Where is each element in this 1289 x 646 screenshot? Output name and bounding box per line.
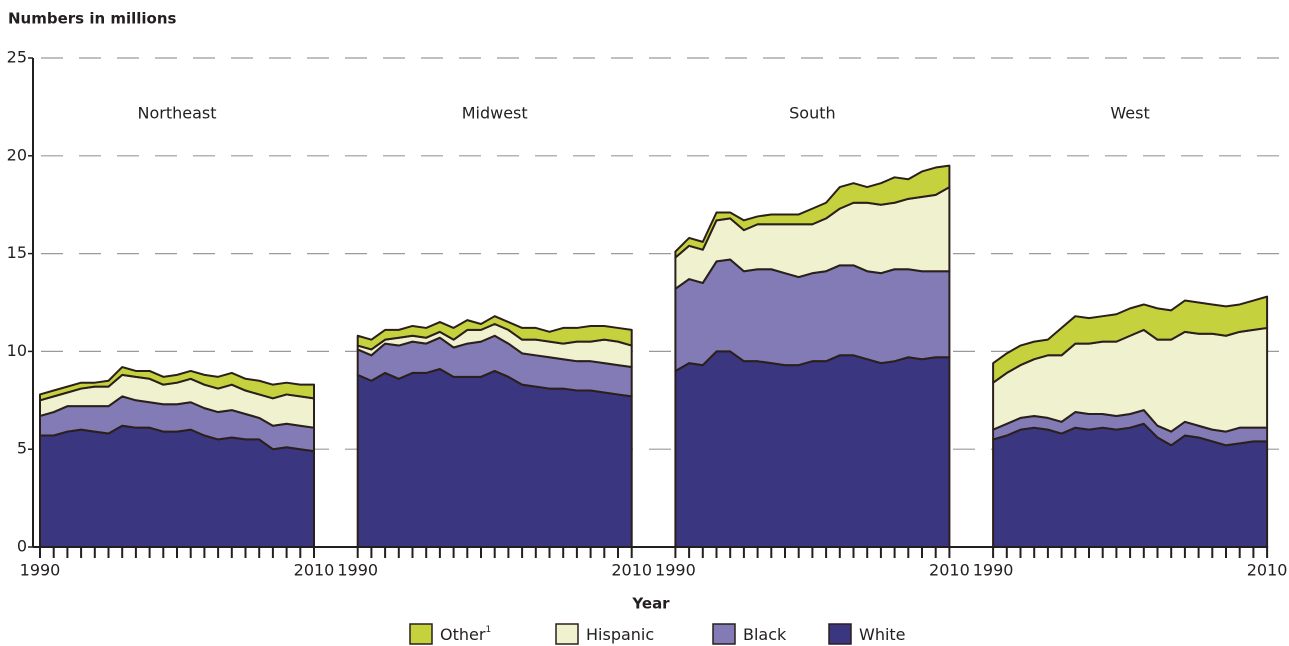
area (356, 315, 633, 351)
x-tick-label: 1990 (655, 561, 696, 580)
panel-title: South (789, 104, 836, 123)
legend-label: Other1 (440, 625, 491, 644)
y-tick-label: 0 (17, 537, 27, 556)
y-tick-label: 25 (7, 48, 27, 67)
legend-swatch (555, 623, 579, 645)
legend-name: Black (743, 625, 787, 644)
area (39, 366, 315, 402)
y-tick-label: 10 (7, 341, 27, 360)
legend-label: Black (743, 625, 787, 644)
x-tick-label: 1990 (20, 561, 61, 580)
x-tick-label: 2010 (611, 561, 652, 580)
legend-name: Hispanic (586, 625, 654, 644)
x-tick-label: 2010 (294, 561, 335, 580)
y-tick-label: 15 (7, 243, 27, 262)
legend-swatch (712, 623, 736, 645)
y-tick-label: 5 (17, 439, 27, 458)
area (992, 295, 1269, 384)
legend-footnote: 1 (485, 625, 491, 635)
legend-name: White (859, 625, 906, 644)
area (674, 164, 951, 259)
legend-label: Hispanic (586, 625, 654, 644)
legend-swatch (828, 623, 852, 645)
panel-title: Northeast (137, 104, 216, 123)
legend-label: White (859, 625, 906, 644)
x-tick-label: 1990 (973, 561, 1014, 580)
legend-swatch (409, 623, 433, 645)
area (356, 368, 633, 548)
panel-title: West (1110, 104, 1149, 123)
x-tick-label: 2010 (929, 561, 970, 580)
y-axis-label: Numbers in millions (8, 10, 177, 28)
x-tick-label: 1990 (337, 561, 378, 580)
x-axis-label: Year (631, 595, 670, 613)
panel-title: Midwest (462, 104, 528, 123)
x-tick-label: 2010 (1247, 561, 1288, 580)
area (674, 350, 951, 548)
legend-name: Other (440, 625, 486, 644)
y-tick-label: 20 (7, 145, 27, 164)
